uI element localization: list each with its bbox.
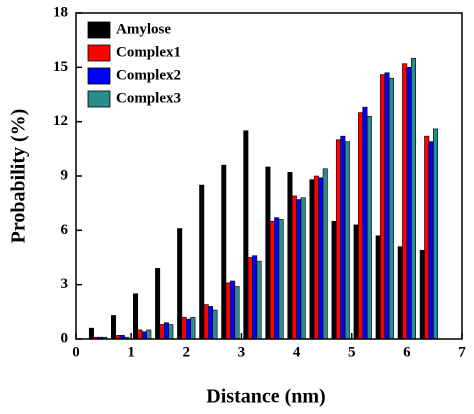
y-tick-label: 6 — [61, 222, 69, 238]
bar — [133, 293, 139, 340]
y-tick-label: 15 — [53, 59, 68, 75]
legend-label: Complex2 — [116, 67, 181, 83]
bar — [208, 306, 214, 340]
bar — [335, 139, 341, 340]
bar — [331, 220, 337, 340]
bar — [234, 286, 240, 340]
bar — [269, 220, 275, 340]
bar — [313, 175, 319, 340]
bar — [181, 316, 187, 340]
bar — [358, 112, 364, 340]
x-tick-label: 4 — [293, 344, 301, 360]
bar — [296, 199, 302, 340]
bar — [137, 329, 143, 340]
bar — [353, 224, 359, 340]
bar — [402, 63, 408, 340]
bar — [309, 179, 315, 340]
x-tick-label: 7 — [458, 344, 466, 360]
legend-label: Complex1 — [116, 44, 181, 60]
bar — [278, 219, 284, 340]
bar — [163, 322, 169, 340]
x-axis-label: Distance (nm) — [206, 386, 325, 408]
bar — [419, 249, 425, 340]
bar — [318, 177, 324, 340]
bar — [366, 115, 372, 340]
bar — [243, 130, 249, 340]
bar — [146, 329, 152, 340]
bar — [388, 77, 394, 340]
bar — [212, 309, 218, 340]
x-tick-label: 5 — [348, 344, 356, 360]
bar — [410, 57, 416, 340]
bar — [199, 184, 205, 340]
x-tick-label: 3 — [238, 344, 246, 360]
legend-swatch — [87, 21, 111, 39]
bar — [203, 304, 209, 340]
bar — [177, 228, 183, 340]
bar — [322, 168, 328, 340]
bar — [247, 257, 253, 340]
bar — [375, 235, 381, 340]
x-tick-label: 0 — [72, 344, 80, 360]
bar — [265, 166, 271, 340]
bar — [380, 74, 386, 340]
bar — [141, 331, 147, 340]
y-tick-label: 12 — [53, 113, 68, 129]
legend-label: Amylose — [116, 21, 171, 37]
bar — [287, 172, 293, 340]
legend-swatch — [87, 67, 111, 85]
bar — [225, 282, 231, 340]
plot-frame — [75, 12, 463, 340]
bar — [384, 72, 390, 340]
y-axis-label: Probability (%) — [8, 109, 30, 244]
bar — [362, 106, 368, 340]
y-tick-label: 9 — [61, 167, 69, 183]
y-tick-label: 3 — [61, 276, 69, 292]
bar — [428, 141, 434, 340]
x-tick-label: 6 — [403, 344, 411, 360]
bar — [340, 135, 346, 340]
bar — [159, 324, 165, 340]
legend-swatch — [87, 44, 111, 62]
bar — [88, 327, 94, 340]
bar — [221, 164, 227, 340]
bar — [406, 67, 412, 340]
bar — [190, 316, 196, 340]
bar — [397, 246, 403, 340]
bar — [230, 280, 236, 340]
bar — [252, 255, 258, 340]
bar — [155, 268, 161, 340]
y-tick-label: 0 — [61, 330, 69, 346]
x-tick-label: 1 — [127, 344, 135, 360]
bar — [433, 128, 439, 340]
bar — [344, 141, 350, 340]
bar — [256, 260, 262, 340]
bar — [424, 135, 430, 340]
legend-swatch — [87, 90, 111, 108]
bar — [168, 324, 174, 340]
x-tick-label: 2 — [183, 344, 191, 360]
legend-label: Complex3 — [116, 90, 181, 106]
bar — [291, 195, 297, 340]
bar — [300, 197, 306, 340]
bar — [110, 315, 117, 340]
bar — [185, 318, 191, 340]
y-tick-label: 18 — [53, 4, 68, 20]
bar — [274, 217, 280, 340]
